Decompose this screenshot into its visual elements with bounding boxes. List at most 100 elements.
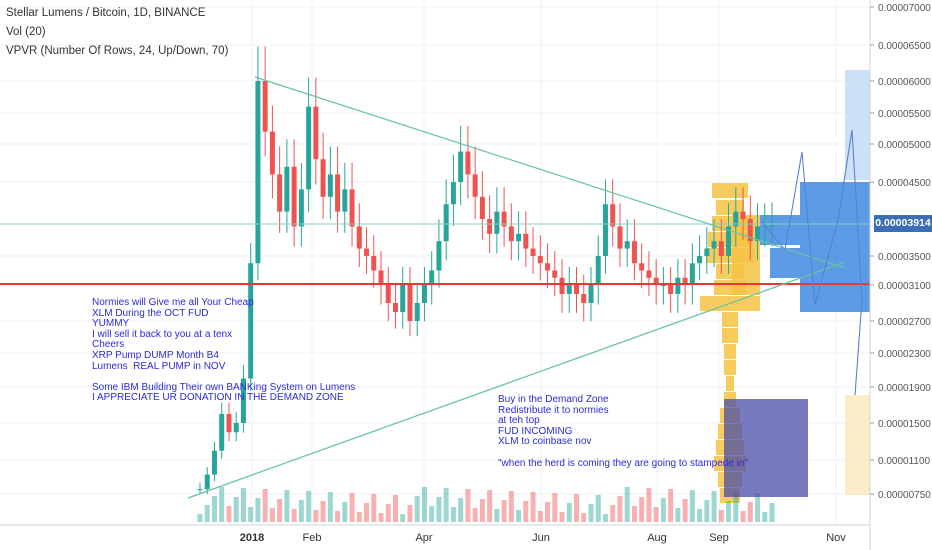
candle-body [508,226,514,242]
volume-bar [697,509,703,522]
volume-bar [414,496,420,522]
volume-bar [421,487,427,522]
chart-legend: Stellar Lumens / Bitcoin, 1D, BINANCE Vo… [6,4,228,61]
candle-body [472,174,478,197]
drawings [0,76,870,499]
candle-body [733,211,739,227]
candle-body [747,219,753,242]
candle-body [378,270,384,285]
volume-bar [530,492,536,522]
volume-bar [726,501,732,522]
y-tick-label: 0.00002300 [878,349,931,360]
volume-bar [436,497,442,522]
volume-bar [262,489,268,522]
vpvr-row-down [724,344,736,359]
upper-trend-line [254,76,846,269]
candle-body [726,226,732,256]
volume-bar [523,501,529,522]
volume-indicator-label: Vol (20) [6,26,46,38]
candle-body [421,285,427,303]
candle-body [465,151,471,175]
y-tick-label: 0.00001100 [878,456,931,467]
volume-bar [718,510,724,522]
volume-bar [660,498,666,522]
volume-bar [588,504,594,522]
volume-bar [472,508,478,522]
volume-bar [617,496,623,522]
vpvr-row-down [722,312,738,327]
volume-bar [197,514,203,522]
volume-bar [610,505,616,522]
volume-bar [711,491,717,522]
volume-bar [371,494,377,522]
candle-body [711,241,717,249]
candle-body [631,241,637,264]
demand-zone-box [724,399,808,497]
x-tick-label: Aug [647,532,667,544]
vpvr-row-up [760,215,800,245]
y-tick-label: 0.00006000 [878,77,931,88]
candle-body [320,159,326,197]
candle-body [755,226,761,242]
lower-trend-line [187,261,846,499]
volume-bar [581,513,587,522]
candle-body [588,285,594,303]
candle-body [306,106,312,190]
volume-bar [255,498,261,522]
candle-body [559,277,565,294]
volume-bar [733,492,739,522]
vpvr-row-down [722,328,738,343]
candle-body [262,81,268,132]
volume-bar [639,497,645,522]
candle-body [704,248,710,256]
volume-bar [240,488,246,522]
vpvr-indicator-label: VPVR (Number Of Rows, 24, Up/Down, 70) [6,45,229,57]
candle-body [501,211,507,227]
candle-body [479,196,485,219]
volume-bar [327,492,333,522]
candle-body [385,285,391,303]
volume-bar [769,503,775,522]
volume-bar [552,493,558,522]
candle-body [458,151,464,182]
volume-bar [349,493,355,522]
candle-body [443,204,449,242]
candle-body [602,204,608,256]
candle-body [342,189,348,212]
volume-bar [335,511,341,522]
volume-bar [277,499,283,522]
volume-bar [248,507,254,522]
volume-bar [516,510,522,522]
volume-bar [443,488,449,522]
candle-body [516,233,522,242]
candle-body [682,277,688,285]
candle-body [414,303,420,321]
candle-body [277,174,283,212]
candle-body [450,182,456,205]
candle-body [762,226,768,228]
candle-body [494,211,500,234]
candle-body [255,81,261,264]
volume-bar [219,487,225,522]
y-tick-label: 0.00000750 [878,490,931,501]
candle-body [574,285,580,294]
candle-body [335,174,341,212]
candle-body [400,285,406,312]
volume-bar [740,511,746,522]
last-price-tag: 0.00003914 [874,215,932,232]
volume-bar [668,489,674,522]
candle-body [581,294,587,303]
volume-bar [646,488,652,522]
volume-bar [320,501,326,522]
vpvr-row-down [726,376,734,391]
candle-body [566,285,572,294]
volume-bar [747,502,753,522]
candle-body [740,211,746,219]
volume-bar [508,491,514,522]
y-tick-label: 0.00006500 [878,41,931,52]
candle-body [240,378,246,423]
candle-body [545,263,551,271]
left-annotation-note: Normies will Give me all Your Cheap XLM … [92,297,356,404]
volume-bar [682,499,688,522]
